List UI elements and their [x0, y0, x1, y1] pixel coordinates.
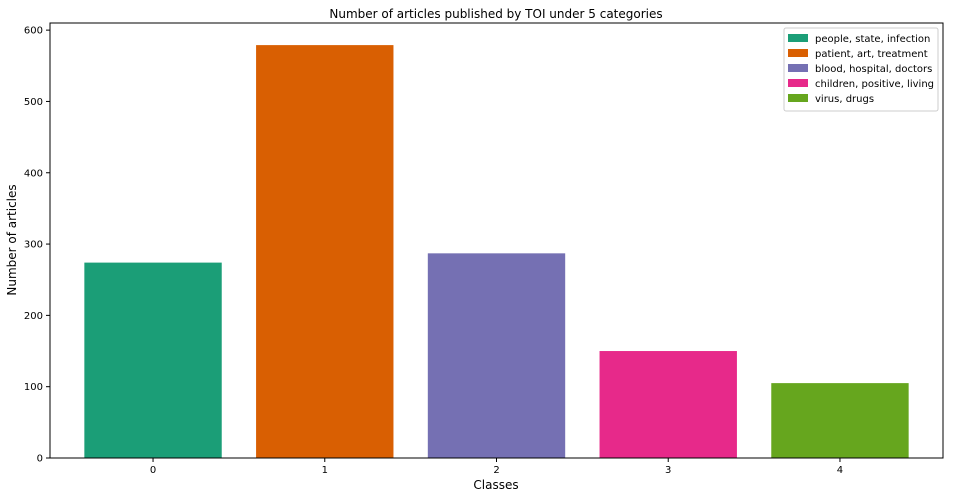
bars-group — [84, 45, 909, 458]
y-tick-label: 600 — [24, 26, 43, 37]
x-axis: 0 1 2 3 4 — [150, 458, 843, 476]
x-axis-label: Classes — [473, 478, 518, 492]
legend-box — [783, 27, 939, 112]
x-tick-label: 0 — [150, 465, 156, 476]
bar-2 — [427, 253, 566, 458]
bar-3 — [599, 351, 737, 458]
y-axis-label: Number of articles — [5, 184, 19, 295]
legend-swatch — [788, 34, 808, 42]
y-tick-label: 500 — [24, 97, 43, 108]
x-tick-label: 4 — [837, 465, 843, 476]
bar-0 — [84, 262, 222, 458]
y-tick-label: 0 — [37, 454, 43, 465]
legend-entry-label: blood, hospital, doctors — [815, 64, 932, 75]
legend-swatch — [788, 94, 808, 102]
chart-title: Number of articles published by TOI unde… — [329, 7, 662, 21]
legend-swatch — [788, 79, 808, 87]
bar-1 — [256, 45, 394, 458]
legend-swatch — [788, 49, 808, 57]
y-tick-label: 300 — [24, 240, 43, 251]
legend-entry-label: children, positive, living — [815, 79, 934, 90]
legend-entry-label: patient, art, treatment — [815, 49, 928, 60]
y-tick-label: 100 — [24, 382, 43, 393]
legend-entry-label: virus, drugs — [815, 94, 874, 105]
x-tick-label: 2 — [493, 465, 499, 476]
legend: people, state, infection patient, art, tr… — [783, 27, 939, 112]
bar-4 — [771, 383, 909, 458]
y-tick-label: 200 — [24, 311, 43, 322]
y-axis: 0 100 200 300 400 500 600 — [24, 26, 50, 465]
x-tick-label: 1 — [322, 465, 328, 476]
legend-swatch — [788, 64, 808, 72]
x-tick-label: 3 — [665, 465, 671, 476]
y-tick-label: 400 — [24, 168, 43, 179]
legend-entry-label: people, state, infection — [815, 34, 930, 45]
